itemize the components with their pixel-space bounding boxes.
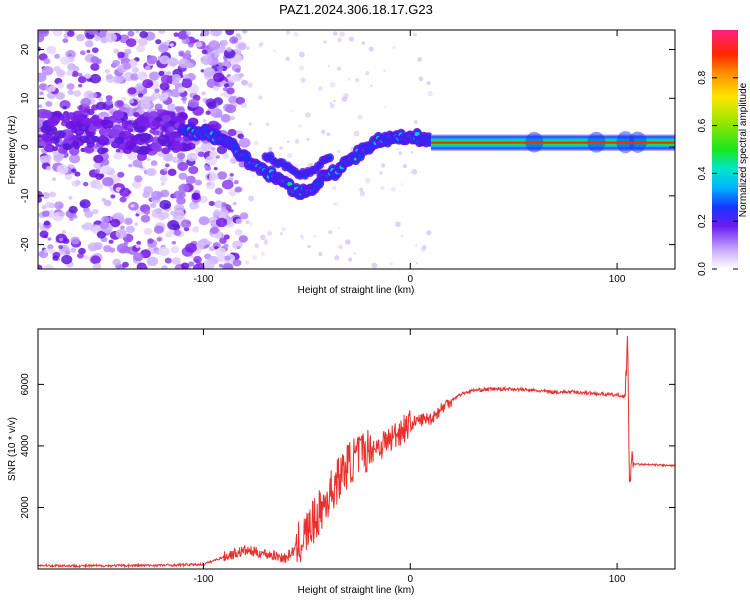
spectrogram-y-tick-label: -20 (20, 237, 31, 252)
colorbar-tick-label: 0.4 (697, 166, 708, 180)
snr-x-tick-label: -100 (193, 574, 213, 585)
chart-title: PAZ1.2024.306.18.17.G23 (279, 2, 433, 17)
snr-x-ticks: -100 0 100 (193, 329, 626, 585)
spectrogram-y-tick-label: 10 (20, 92, 31, 104)
snr-frame (37, 328, 676, 570)
spectrogram-x-tick-label: 0 (407, 274, 413, 285)
spectrogram-y-ticks: -20 -10 0 10 20 (20, 44, 675, 252)
spectrogram-ridge (177, 123, 675, 200)
snr-y-tick-label: 2000 (20, 496, 31, 519)
snr-panel: -100 0 100 2000 4000 6000 Height of straight… (7, 328, 676, 596)
snr-y-tick-label: 4000 (20, 434, 31, 457)
snr-x-axis-label: Height of straight line (km) (298, 585, 415, 596)
spectrogram-y-tick-label: 20 (20, 44, 31, 56)
colorbar-gradient (712, 30, 738, 269)
snr-series-line (38, 335, 675, 569)
colorbar-tick-label: 0.0 (697, 262, 708, 276)
spectrogram-y-axis-label: Frequency (Hz) (7, 116, 18, 185)
snr-x-tick-label: 100 (609, 574, 626, 585)
colorbar-tick-label: 0.6 (697, 118, 708, 132)
snr-y-ticks: 2000 4000 6000 (20, 373, 675, 519)
snr-x-tick-label: 0 (407, 574, 413, 585)
colorbar-ticks: 0.0 0.2 0.4 0.6 0.8 (697, 70, 738, 276)
snr-y-tick-label: 6000 (20, 373, 31, 396)
spectrogram-frame (37, 29, 676, 270)
spectrogram-y-tick-label: -10 (20, 188, 31, 203)
spectrogram-x-ticks: -100 0 100 (193, 30, 626, 285)
snr-y-axis-label: SNR (10 * v/v) (7, 417, 18, 481)
spectrogram-x-tick-label: 100 (609, 274, 626, 285)
spectrogram-cloud (38, 30, 433, 269)
colorbar-label: Normalized spectral amplitude (738, 82, 749, 217)
colorbar-tick-label: 0.8 (697, 70, 708, 84)
colorbar: 0.0 0.2 0.4 0.6 0.8 Normalized spectral ampl… (697, 30, 749, 276)
spectrogram-x-axis-label: Height of straight line (km) (298, 285, 415, 296)
colorbar-tick-label: 0.2 (697, 214, 708, 228)
spectrogram-y-tick-label: 0 (20, 144, 31, 150)
spectrogram-x-tick-label: -100 (193, 274, 213, 285)
